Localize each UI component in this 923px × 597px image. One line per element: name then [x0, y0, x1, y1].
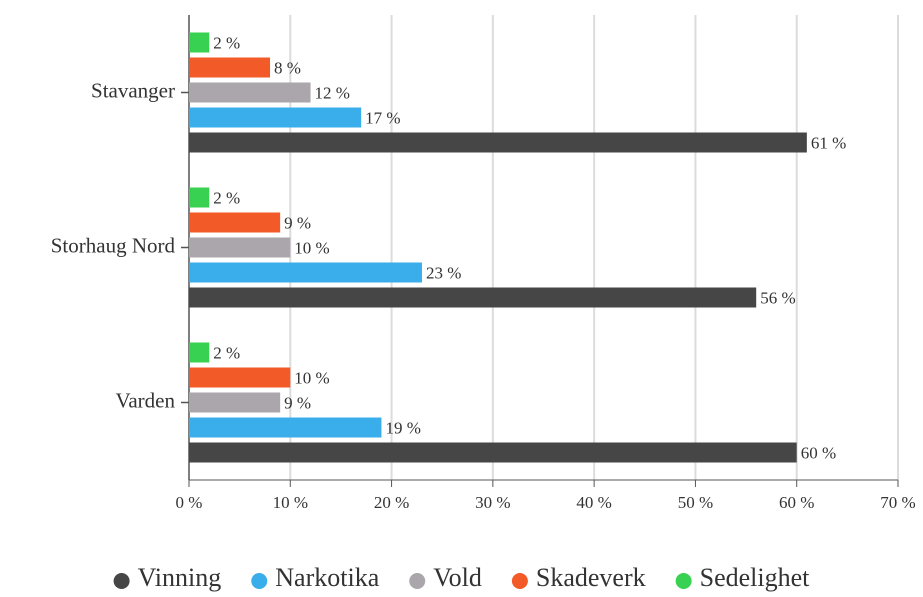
bar	[189, 442, 797, 463]
x-tick-label: 70 %	[880, 493, 915, 512]
x-tick-label: 30 %	[475, 493, 510, 512]
x-tick-label: 40 %	[576, 493, 611, 512]
bar	[189, 107, 362, 128]
legend-label: Vinning	[138, 563, 222, 592]
y-tick-label: Stavanger	[91, 78, 175, 102]
legend-marker	[409, 573, 426, 589]
data-label: 9 %	[284, 213, 311, 232]
bar	[189, 212, 281, 233]
y-tick-label: Storhaug Nord	[51, 233, 176, 257]
bar	[189, 132, 807, 153]
data-label: 8 %	[274, 58, 301, 77]
x-tick-label: 60 %	[779, 493, 814, 512]
data-label: 56 %	[760, 288, 795, 307]
bar	[189, 262, 422, 283]
bar	[189, 417, 382, 438]
data-label: 60 %	[801, 443, 836, 462]
legend-label: Vold	[433, 563, 482, 592]
data-label: 9 %	[284, 393, 311, 412]
data-label: 10 %	[294, 238, 329, 257]
data-label: 12 %	[315, 83, 350, 102]
data-label: 23 %	[426, 263, 461, 282]
data-label: 10 %	[294, 368, 329, 387]
legend-label: Skadeverk	[536, 563, 646, 592]
bar	[189, 32, 210, 53]
bar	[189, 392, 281, 413]
x-tick-label: 10 %	[273, 493, 308, 512]
legend-marker	[511, 573, 528, 589]
x-tick-label: 0 %	[176, 493, 203, 512]
data-label: 2 %	[213, 188, 240, 207]
bar	[189, 287, 757, 308]
legend-label: Narkotika	[275, 563, 379, 592]
data-label: 19 %	[385, 418, 420, 437]
bar	[189, 342, 210, 363]
legend-marker	[113, 573, 130, 589]
data-label: 17 %	[365, 108, 400, 127]
legend-marker	[251, 573, 268, 589]
y-tick-label: Varden	[116, 388, 176, 412]
x-tick-label: 50 %	[678, 493, 713, 512]
bar	[189, 187, 210, 208]
data-label: 2 %	[213, 343, 240, 362]
legend-label: Sedelighet	[700, 563, 811, 592]
data-label: 61 %	[811, 133, 846, 152]
legend-marker	[675, 573, 692, 589]
bar	[189, 237, 291, 258]
x-tick-label: 20 %	[374, 493, 409, 512]
bar	[189, 57, 271, 78]
bar	[189, 82, 311, 103]
data-label: 2 %	[213, 33, 240, 52]
bar	[189, 367, 291, 388]
